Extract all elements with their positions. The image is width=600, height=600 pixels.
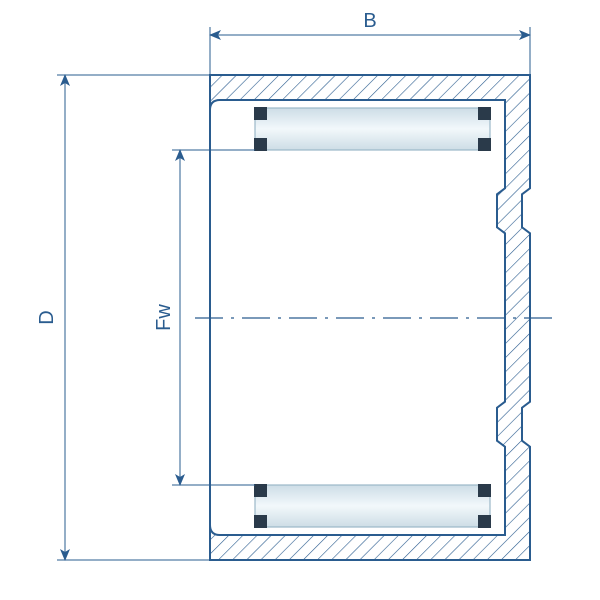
label-b: B [363,10,376,32]
bearing-cross-section: B Fw D [0,0,600,600]
label-d: D [36,310,58,324]
roller-bottom [254,484,491,528]
roller-top [254,107,491,151]
label-fw: Fw [153,304,175,331]
